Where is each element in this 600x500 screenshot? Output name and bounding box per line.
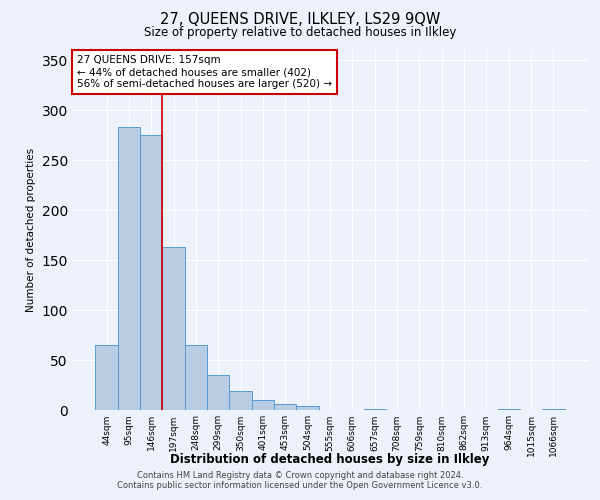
Bar — [542, 409, 565, 410]
Bar — [364, 409, 386, 410]
Bar — [296, 406, 319, 410]
Text: 27, QUEENS DRIVE, ILKLEY, LS29 9QW: 27, QUEENS DRIVE, ILKLEY, LS29 9QW — [160, 12, 440, 28]
Bar — [185, 345, 207, 410]
Bar — [163, 247, 185, 410]
Bar — [252, 400, 274, 410]
Bar — [95, 345, 118, 410]
Bar — [229, 391, 252, 410]
Text: Size of property relative to detached houses in Ilkley: Size of property relative to detached ho… — [144, 26, 456, 39]
Text: Contains HM Land Registry data © Crown copyright and database right 2024.
Contai: Contains HM Land Registry data © Crown c… — [118, 470, 482, 490]
Bar — [497, 409, 520, 410]
Text: Distribution of detached houses by size in Ilkley: Distribution of detached houses by size … — [170, 452, 490, 466]
Y-axis label: Number of detached properties: Number of detached properties — [26, 148, 36, 312]
Text: 27 QUEENS DRIVE: 157sqm
← 44% of detached houses are smaller (402)
56% of semi-d: 27 QUEENS DRIVE: 157sqm ← 44% of detache… — [77, 56, 332, 88]
Bar — [118, 127, 140, 410]
Bar — [274, 404, 296, 410]
Bar — [140, 135, 163, 410]
Bar — [207, 375, 229, 410]
